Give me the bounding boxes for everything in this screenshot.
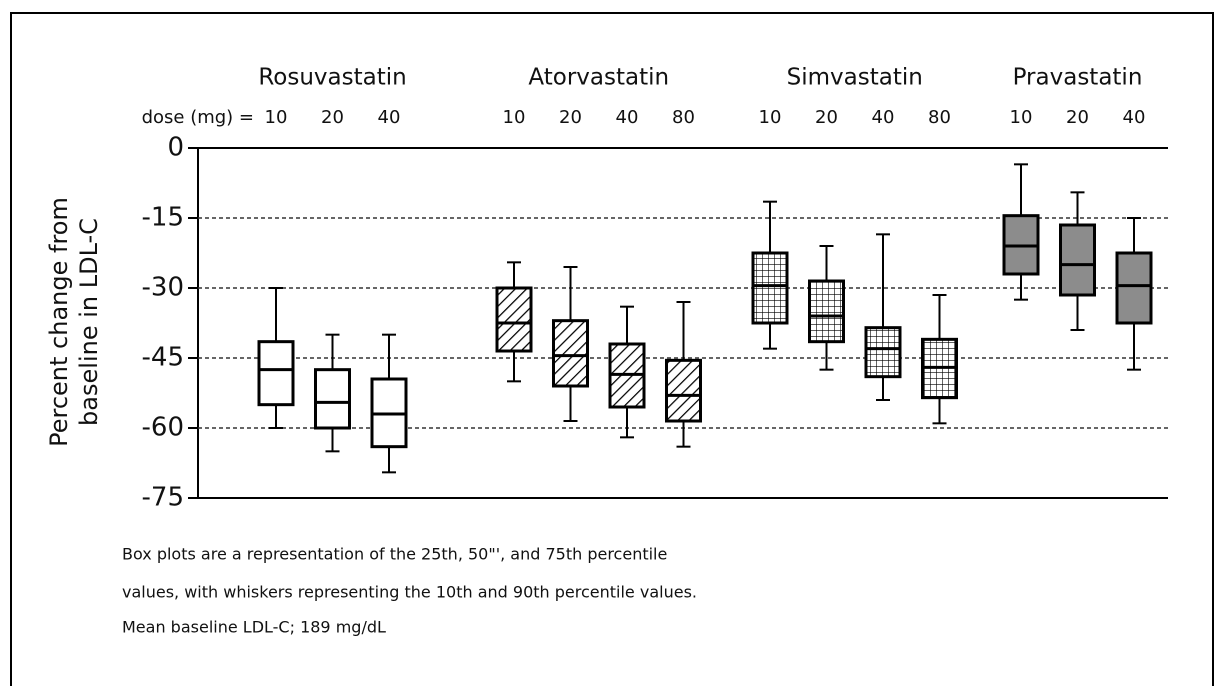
y-tick-label: -75 (142, 483, 184, 513)
box-plot (552, 266, 589, 422)
box-plot (808, 245, 845, 371)
box (314, 368, 351, 430)
dose-label: 10 (503, 107, 526, 128)
footnote: Box plots are a representation of the 25… (122, 545, 667, 564)
box (665, 358, 702, 423)
box-plot (751, 200, 789, 350)
dose-label: 40 (1123, 107, 1146, 128)
frame (10, 12, 1214, 686)
dose-label: 20 (1066, 107, 1089, 128)
box-plot (864, 233, 902, 401)
group-title: Rosuvastatin (258, 65, 406, 91)
box (1115, 251, 1153, 325)
group-title: Simvastatin (787, 65, 923, 91)
y-axis-label-line: Percent change from (45, 197, 73, 447)
dose-label: 10 (265, 107, 288, 128)
box (552, 319, 589, 388)
box-plot (665, 301, 702, 448)
y-tick-label: 0 (167, 133, 184, 163)
dose-label: 20 (559, 107, 582, 128)
dose-label: 20 (815, 107, 838, 128)
group-title: Atorvastatin (528, 65, 669, 91)
footnote: Mean baseline LDL-C; 189 mg/dL (122, 618, 386, 637)
dose-label: 80 (672, 107, 695, 128)
dose-label: 40 (616, 107, 639, 128)
dose-label: 10 (759, 107, 782, 128)
dose-label: 40 (378, 107, 401, 128)
box-plot (1002, 163, 1040, 301)
footnote: values, with whiskers representing the 1… (122, 583, 697, 602)
dose-label: 20 (321, 107, 344, 128)
y-axis-label: Percent change from baseline in LDL-C (45, 197, 103, 447)
dose-label: 80 (928, 107, 951, 128)
y-tick-label: -15 (142, 203, 184, 233)
box (257, 340, 295, 407)
box-plot (1115, 217, 1153, 371)
dose-label: dose (mg) = (142, 107, 254, 128)
box (1059, 223, 1096, 297)
box (751, 251, 789, 325)
box (864, 326, 902, 379)
y-axis-label-line: baseline in LDL-C (75, 218, 103, 426)
dose-label: 10 (1010, 107, 1033, 128)
box-plot (370, 333, 408, 474)
y-tick-label: -45 (142, 343, 184, 373)
box (808, 279, 845, 344)
box-plot (495, 261, 533, 383)
box-plot (1059, 191, 1096, 331)
y-tick-label: -30 (142, 273, 184, 303)
box (495, 286, 533, 353)
box-plot (921, 294, 958, 425)
box-plot (608, 305, 646, 439)
box-plot (314, 333, 351, 453)
box-plot (257, 287, 295, 429)
group-title: Pravastatin (1013, 65, 1143, 91)
y-tick-label: -60 (142, 413, 184, 443)
dose-label: 40 (872, 107, 895, 128)
